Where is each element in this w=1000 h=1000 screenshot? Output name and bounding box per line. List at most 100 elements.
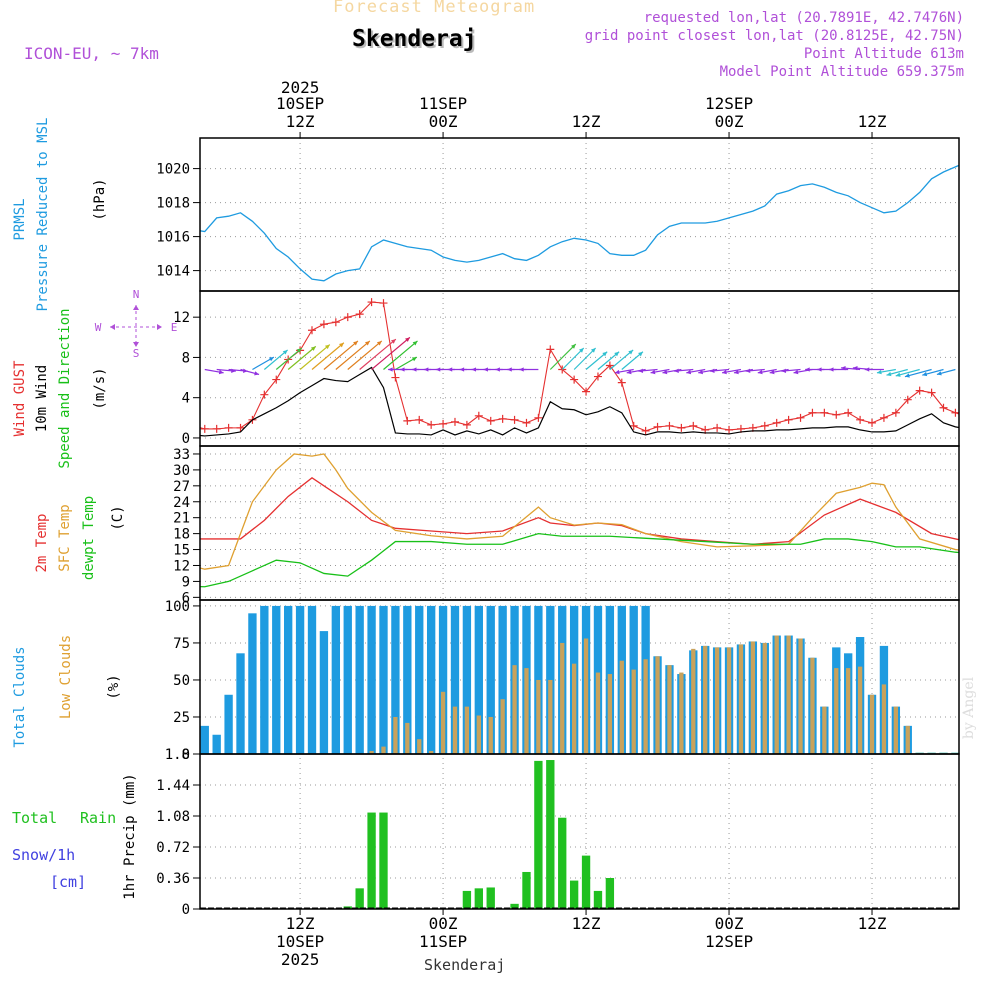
gust-marker bbox=[903, 395, 912, 404]
precip-ytick-label: 0 bbox=[182, 902, 190, 918]
wind-arrow bbox=[371, 336, 411, 370]
gust-marker bbox=[593, 372, 602, 381]
wind-arrow-head bbox=[324, 344, 330, 350]
rain-bar bbox=[510, 903, 519, 909]
wind-arrow-head bbox=[447, 367, 453, 372]
low-cloud-bar bbox=[369, 751, 374, 754]
precip-ytick-label: 1.44 bbox=[156, 778, 190, 794]
gust-marker bbox=[272, 375, 281, 384]
wind-arrow-head bbox=[459, 367, 465, 372]
gust-marker bbox=[236, 423, 245, 432]
sfc-temp-ylabel: SFC Temp bbox=[57, 504, 73, 571]
wind-arrow-head bbox=[602, 351, 608, 357]
gust-marker bbox=[772, 418, 781, 427]
gust-marker bbox=[558, 365, 567, 374]
wind-arrow bbox=[347, 340, 383, 370]
wind-arrow-head bbox=[781, 368, 787, 373]
wind-arrow-head bbox=[793, 369, 799, 375]
wind-arrow-head bbox=[886, 371, 892, 377]
wind-dir-ylabel: Speed and Direction bbox=[57, 308, 73, 468]
pressure-ylabel-2: Pressure Reduced to MSL bbox=[35, 118, 51, 312]
temp-ytick-label: 15 bbox=[173, 543, 190, 559]
clouds-ytick-label: 50 bbox=[173, 673, 190, 689]
wind-ytick-label: 8 bbox=[182, 350, 190, 366]
bottom-time-hour: 00Z bbox=[715, 914, 744, 933]
wind-ytick-label: 4 bbox=[182, 391, 190, 407]
gust-marker bbox=[200, 424, 209, 433]
wind-arrow-head bbox=[435, 367, 441, 372]
top-time-hour: 12Z bbox=[858, 112, 887, 131]
total-cloud-bar bbox=[391, 605, 400, 754]
wind-arrow-head bbox=[895, 372, 901, 377]
wind-arrow-head bbox=[411, 367, 417, 372]
low-cloud-bar bbox=[500, 699, 505, 754]
wind-arrow-head bbox=[638, 351, 643, 357]
low-cloud-bar bbox=[726, 647, 732, 754]
clouds-ytick-label: 25 bbox=[173, 710, 190, 726]
low-cloud-bar bbox=[822, 706, 827, 754]
total-cloud-bar bbox=[295, 605, 305, 754]
compass-south-arrow bbox=[133, 342, 139, 347]
gust-marker bbox=[915, 386, 924, 395]
pressure-ytick-label: 1018 bbox=[156, 196, 190, 212]
rain-bar bbox=[379, 812, 388, 909]
total-cloud-bar bbox=[486, 605, 495, 754]
total-cloud-bar bbox=[212, 734, 221, 754]
wind-arrow-head bbox=[590, 348, 596, 353]
wind-arrow-head bbox=[922, 371, 928, 377]
wind-arrow-head bbox=[628, 349, 634, 355]
low-cloud-bar bbox=[619, 660, 624, 754]
precip-unit: 1hr Precip (mm) bbox=[122, 773, 138, 899]
top-time-hour: 12Z bbox=[286, 112, 315, 131]
gust-marker bbox=[844, 408, 853, 417]
total-rain-label-1: Total bbox=[12, 809, 57, 827]
compass-north-arrow bbox=[133, 305, 139, 310]
temp-unit: (C) bbox=[110, 505, 126, 530]
rain-bar bbox=[569, 880, 579, 909]
wind-arrow-head bbox=[495, 367, 500, 372]
wind-arrow-head bbox=[423, 367, 429, 372]
pressure-ylabel-1: PRMSL bbox=[12, 198, 28, 240]
gust-marker bbox=[796, 413, 805, 422]
top-time-date: 12SEP bbox=[705, 94, 753, 113]
low-cloud-bar bbox=[846, 668, 851, 754]
wind-arrow-head bbox=[411, 357, 417, 362]
pressure-ytick-label: 1016 bbox=[156, 230, 190, 246]
footer-station: Skenderaj bbox=[424, 956, 506, 974]
wind-arrow-head bbox=[650, 369, 656, 375]
total-cloud-bar bbox=[438, 605, 448, 754]
compass-east-arrow bbox=[157, 324, 162, 330]
temp-line-0 bbox=[200, 477, 959, 545]
gust-marker bbox=[951, 408, 960, 417]
wind-arrow-head bbox=[471, 367, 477, 372]
gust-marker bbox=[403, 416, 412, 425]
clouds-unit: (%) bbox=[106, 674, 122, 699]
wind-arrow-head bbox=[698, 369, 704, 375]
pressure-frame bbox=[199, 137, 960, 292]
wind-arrow-head bbox=[388, 367, 393, 372]
wind-arrow bbox=[299, 344, 331, 370]
wind-arrow-head bbox=[686, 369, 692, 375]
gust-marker bbox=[534, 413, 543, 422]
gust-marker bbox=[868, 418, 877, 427]
wind-arrow-head bbox=[571, 344, 576, 349]
gust-marker bbox=[224, 423, 233, 432]
low-cloud-bar bbox=[762, 642, 767, 754]
clouds-ytick-label: 100 bbox=[165, 599, 190, 615]
low-cloud-bar bbox=[881, 684, 887, 754]
wind-unit: (m/s) bbox=[92, 367, 108, 409]
low-cloud-bar bbox=[560, 642, 565, 754]
total-cloud-bar bbox=[426, 605, 436, 754]
low-cloud-bar bbox=[583, 638, 589, 754]
low-cloud-bar bbox=[452, 706, 458, 754]
gust-marker bbox=[891, 408, 900, 417]
wind-arrow-head bbox=[904, 373, 910, 378]
pressure-ytick-label: 1014 bbox=[156, 264, 190, 280]
low-cloud-bar bbox=[679, 672, 684, 754]
low-cloud-bar bbox=[691, 648, 696, 754]
snow-label: Snow/1h bbox=[12, 846, 75, 864]
wind-arrow bbox=[621, 351, 644, 370]
wind-arrow bbox=[275, 347, 303, 370]
gust-marker bbox=[319, 320, 328, 329]
low-cloud-bar bbox=[393, 716, 398, 754]
